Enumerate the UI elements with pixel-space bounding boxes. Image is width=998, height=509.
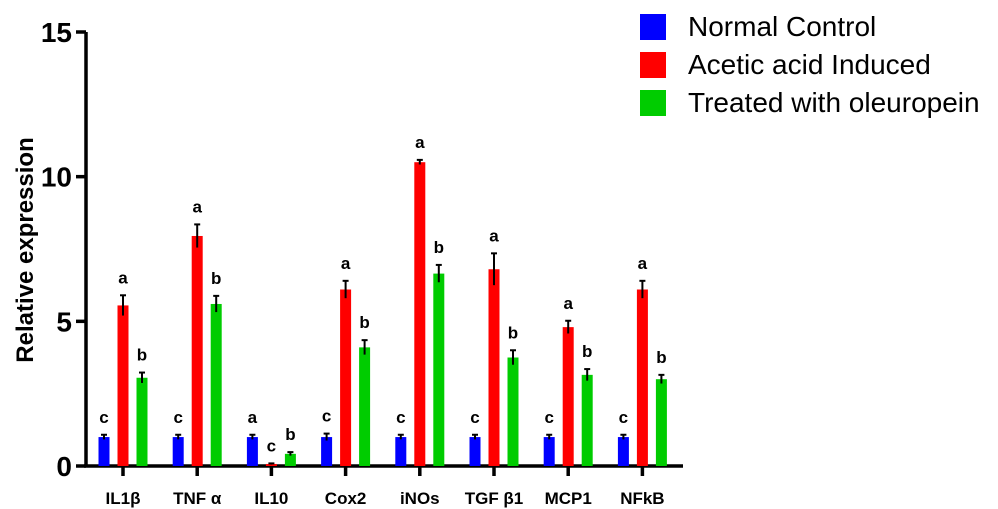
x-tick-label: iNOs (400, 489, 440, 508)
bar (617, 437, 629, 466)
significance-label: b (359, 313, 369, 332)
x-tick-label: IL10 (254, 489, 288, 508)
y-tick-label: 10 (41, 162, 72, 193)
significance-label: b (137, 346, 147, 365)
significance-label: c (99, 408, 108, 427)
x-tick-labels: IL1β TNF α IL10 Cox2 iNOs TGF β1 MCP1 NFkB (106, 489, 665, 508)
significance-label: c (267, 436, 276, 455)
legend-label: Acetic acid Induced (688, 49, 931, 80)
legend-swatch (640, 52, 666, 78)
bar (414, 162, 426, 466)
significance-label: a (415, 133, 425, 152)
bar (210, 303, 222, 466)
bar (136, 377, 148, 466)
bar (321, 437, 333, 466)
significance-label: c (322, 407, 331, 426)
significance-label: a (563, 294, 573, 313)
legend-label: Normal Control (688, 11, 876, 42)
y-tick-label: 0 (56, 451, 72, 482)
significance-label: b (508, 323, 518, 342)
x-tick-label: Cox2 (325, 489, 367, 508)
significance-label: b (656, 348, 666, 367)
significance-label: b (285, 425, 295, 444)
bar (191, 235, 203, 466)
bar (562, 327, 574, 466)
bar (543, 437, 555, 466)
x-tick-label: TNF α (173, 489, 222, 508)
bar (636, 289, 648, 466)
bar (265, 463, 277, 466)
bar (172, 437, 184, 466)
x-tick-label: MCP1 (545, 489, 592, 508)
bar (433, 273, 445, 466)
bar (581, 374, 593, 466)
significance-label: a (192, 197, 202, 216)
bar (359, 347, 371, 466)
legend-swatch (640, 14, 666, 40)
bar (488, 269, 500, 466)
significance-label: c (619, 408, 628, 427)
y-tick-labels: 0 5 10 15 (41, 17, 72, 482)
significance-label: c (544, 408, 553, 427)
bar (340, 289, 352, 466)
bar (507, 357, 519, 466)
bar (117, 305, 129, 466)
significance-label: b (582, 342, 592, 361)
bar (246, 437, 258, 466)
legend-swatch (640, 90, 666, 116)
significance-label: b (211, 269, 221, 288)
legend: Normal Control Acetic acid Induced Treated… (640, 11, 980, 118)
x-tick-label: TGF β1 (465, 489, 524, 508)
significance-label: a (638, 254, 648, 273)
y-axis-label: Relative expression (12, 137, 39, 362)
bar (395, 437, 407, 466)
significance-label: c (396, 408, 405, 427)
x-tick-label: NFkB (620, 489, 664, 508)
significance-label: b (434, 238, 444, 257)
bar (655, 379, 667, 466)
bar (469, 437, 481, 466)
bar (284, 453, 296, 466)
significance-label: c (173, 408, 182, 427)
significance-label: a (248, 408, 258, 427)
bar (98, 437, 110, 466)
y-tick-label: 5 (56, 306, 72, 337)
y-tick-label: 15 (41, 17, 72, 48)
significance-label: c (470, 408, 479, 427)
significance-label: a (489, 226, 499, 245)
significance-label: a (118, 268, 128, 287)
legend-label: Treated with oleuropein (688, 87, 980, 118)
x-tick-label: IL1β (106, 489, 141, 508)
significance-label: a (341, 254, 351, 273)
